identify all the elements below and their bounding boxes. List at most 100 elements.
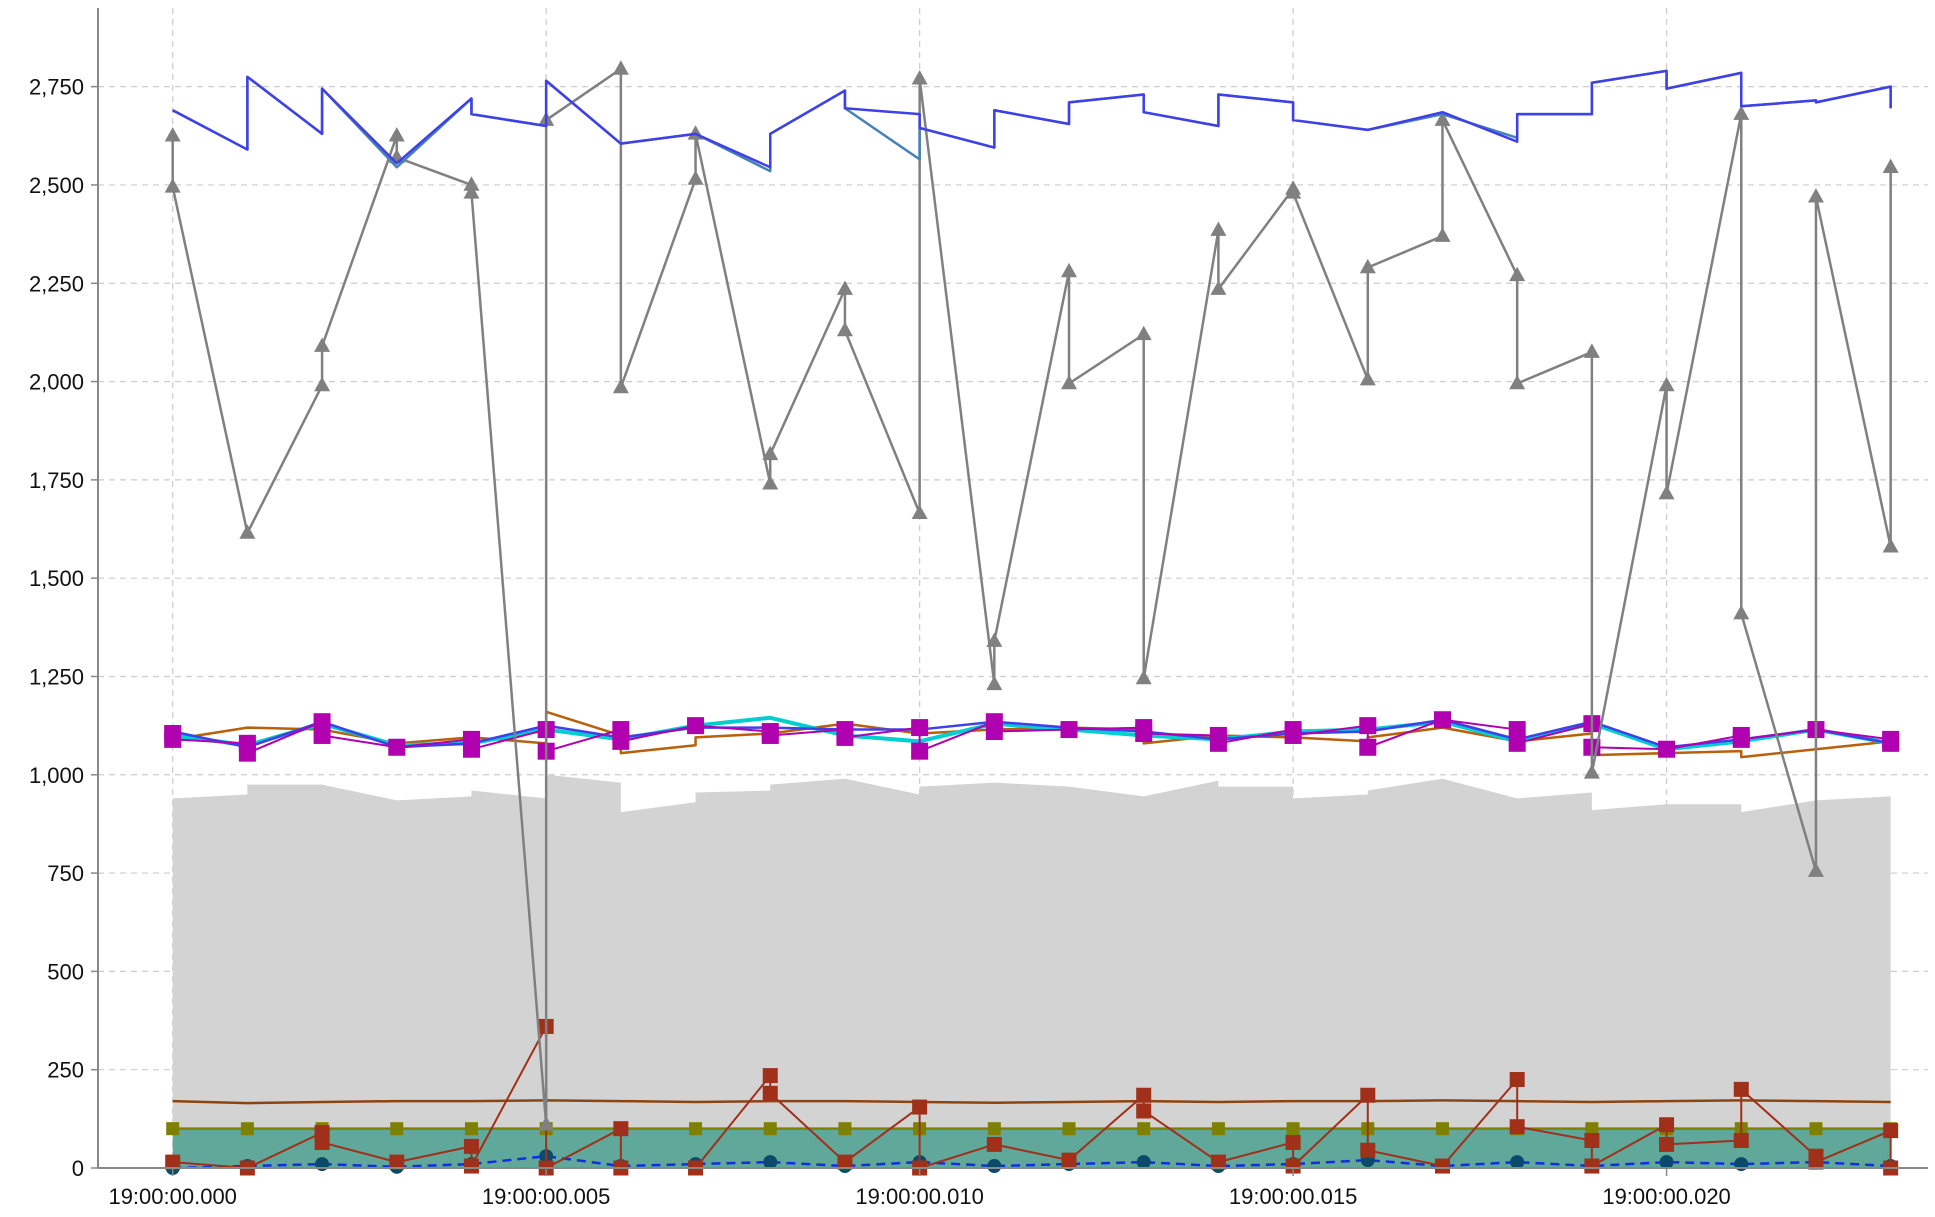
data-point-square: [762, 1085, 778, 1101]
data-point-square: [1883, 1123, 1899, 1139]
data-point-circle: [1510, 1155, 1525, 1170]
data-point-square: [1060, 721, 1078, 739]
data-point-square: [1508, 734, 1526, 752]
data-point-square: [986, 1136, 1002, 1152]
data-point-square: [1732, 730, 1750, 748]
data-point-triangle: [1882, 158, 1899, 174]
blue_step-series: [172, 718, 1891, 749]
blue_step-series: [172, 69, 1892, 169]
data-point-square: [838, 1122, 852, 1136]
data-point-square: [1658, 740, 1676, 758]
data-point-triangle: [762, 475, 779, 490]
y-tick-label: 1,250: [29, 664, 84, 689]
data-point-triangle: [836, 321, 853, 337]
data-point-triangle: [1882, 538, 1899, 553]
data-point-triangle: [1509, 266, 1526, 282]
data-point-square: [985, 723, 1003, 741]
x-axis-ticks: 19:00:00.000 19:00:00.005 19:00:00.010 19:0…: [108, 1168, 1731, 1209]
data-point-square: [911, 719, 929, 737]
data-point-square: [389, 1154, 405, 1170]
x-tick-label: 19:00:00.015: [1229, 1184, 1357, 1209]
gray_triangles-series: [164, 60, 1899, 1131]
y-tick-label: 2,250: [29, 271, 84, 296]
data-point-square: [1508, 721, 1526, 739]
steel_step-series: [172, 69, 1892, 173]
steel_step-line: [172, 69, 1892, 173]
data-point-triangle: [1434, 227, 1451, 242]
data-point-triangle: [986, 632, 1003, 647]
data-point-triangle: [388, 127, 405, 142]
data-point-square: [1137, 1122, 1151, 1136]
data-point-triangle: [1135, 325, 1152, 341]
data-point-triangle: [164, 127, 181, 142]
y-tick-label: 0: [72, 1156, 84, 1181]
data-point-triangle: [612, 60, 629, 75]
data-point-square: [1135, 724, 1153, 742]
data-point-square: [1285, 1134, 1301, 1150]
data-point-square: [912, 1099, 928, 1115]
data-point-triangle: [1658, 376, 1675, 392]
data-point-circle: [763, 1155, 778, 1170]
data-point-triangle: [911, 504, 928, 520]
data-point-square: [1509, 1072, 1525, 1088]
data-point-square: [166, 1122, 180, 1136]
data-point-triangle: [463, 176, 480, 191]
data-point-square: [314, 1134, 330, 1150]
data-point-square: [390, 1122, 404, 1136]
data-point-triangle: [1061, 374, 1078, 390]
x-tick-label: 19:00:00.005: [482, 1184, 610, 1209]
data-point-triangle: [1210, 221, 1227, 236]
brown_line-series: [172, 1099, 1891, 1105]
data-point-square: [911, 742, 929, 760]
data-point-triangle: [314, 337, 331, 352]
data-point-triangle: [687, 170, 704, 185]
y-axis-ticks: 0 250 500 750 1,000 1,250 1,500 1,750 2,000 2,250…: [29, 75, 98, 1181]
data-point-square: [1284, 726, 1302, 744]
data-point-triangle: [986, 675, 1003, 691]
data-point-square: [763, 1122, 777, 1136]
y-tick-label: 2,000: [29, 370, 84, 395]
data-point-square: [165, 1154, 181, 1170]
teal_area-area: [172, 1129, 1891, 1168]
axes: [97, 8, 1928, 1169]
data-point-square: [1061, 1152, 1077, 1168]
data-point-square: [1210, 1154, 1226, 1170]
data-point-square: [689, 1122, 703, 1136]
data-point-square: [1733, 1081, 1749, 1097]
data-point-circle: [1659, 1155, 1674, 1170]
data-point-square: [1433, 711, 1451, 729]
data-point-square: [1359, 738, 1377, 756]
data-point-triangle: [762, 445, 779, 461]
data-point-square: [463, 1138, 479, 1154]
data-point-square: [464, 1122, 478, 1136]
data-point-triangle: [911, 70, 928, 85]
data-point-square: [238, 744, 256, 762]
line-series: [164, 60, 1900, 1176]
blue_step-line: [172, 718, 1891, 749]
data-point-square: [313, 713, 331, 731]
y-tick-label: 750: [47, 861, 84, 886]
data-point-square: [1585, 1122, 1599, 1136]
data-point-triangle: [1359, 370, 1376, 386]
y-tick-label: 1,750: [29, 468, 84, 493]
data-point-triangle: [239, 524, 256, 539]
blue_dashed-line: [172, 1154, 1891, 1170]
x-tick-label: 19:00:00.000: [108, 1184, 236, 1209]
data-point-triangle: [1583, 343, 1600, 358]
data-point-square: [762, 1068, 778, 1084]
data-point-square: [1062, 1122, 1076, 1136]
rust_squares-series: [165, 1018, 1899, 1176]
data-point-triangle: [1733, 105, 1750, 120]
data-point-triangle: [1658, 484, 1675, 500]
data-point-square: [1360, 1142, 1376, 1158]
data-point-square: [1359, 717, 1377, 735]
data-point-square: [1809, 1122, 1823, 1136]
data-point-square: [1733, 1132, 1749, 1148]
data-point-square: [240, 1122, 254, 1136]
data-point-circle: [1136, 1155, 1151, 1170]
data-point-square: [1584, 1158, 1600, 1174]
data-point-triangle: [1285, 184, 1302, 199]
y-tick-label: 2,500: [29, 173, 84, 198]
data-point-square: [1659, 1117, 1675, 1133]
gray_area-area: [172, 774, 1891, 1168]
